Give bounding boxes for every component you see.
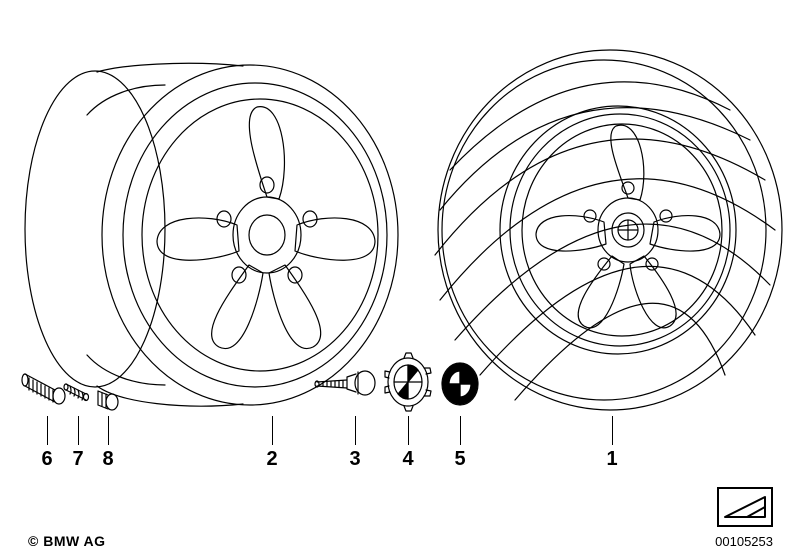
alloy-rim [25, 63, 398, 406]
callout-label: 6 [41, 448, 52, 471]
callout-label: 4 [402, 448, 413, 471]
callout-tick [355, 416, 356, 445]
callout-tick [612, 416, 613, 445]
callout-tick [108, 416, 109, 445]
callout-label: 2 [266, 448, 277, 471]
callout-label: 1 [606, 448, 617, 471]
valve-stem [22, 374, 65, 404]
callout-tick [460, 416, 461, 445]
callout-label: 8 [102, 448, 113, 471]
wheel-with-tire [435, 50, 782, 410]
copyright-text: © BMW AG [28, 533, 106, 549]
page-corner-icon [717, 487, 773, 527]
emblem-badge [442, 363, 478, 405]
wheel-bolt [315, 371, 375, 395]
callout-tick [78, 416, 79, 445]
callout-label: 3 [349, 448, 360, 471]
parts-diagram [0, 0, 799, 559]
valve-cap [98, 391, 118, 410]
diagram-id: 00105253 [715, 534, 773, 549]
callout-label: 5 [454, 448, 465, 471]
valve-insert [64, 384, 89, 401]
callout-tick [47, 416, 48, 445]
callout-tick [408, 416, 409, 445]
callout-tick [272, 416, 273, 445]
hub-cap [385, 353, 431, 411]
callout-label: 7 [72, 448, 83, 471]
